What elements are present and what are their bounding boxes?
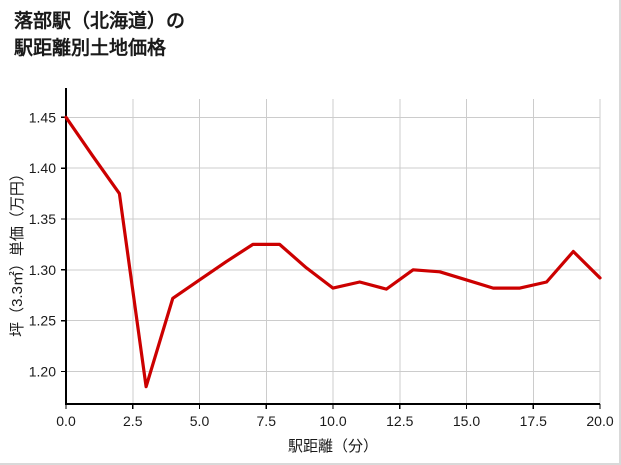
grid-lines (65, 99, 601, 404)
y-tick-label: 1.25 (29, 313, 56, 329)
x-tick-label: 15.0 (453, 413, 480, 429)
y-tick-label: 1.20 (29, 363, 56, 379)
x-tick-label: 2.5 (123, 413, 143, 429)
y-tick-label: 1.40 (29, 160, 56, 176)
x-tick-label: 10.0 (319, 413, 346, 429)
y-tick-label: 1.45 (29, 109, 56, 125)
page-title: 落部駅（北海道）の 駅距離別土地価格 (14, 11, 186, 59)
x-tick-label: 5.0 (190, 413, 210, 429)
y-tick-label: 1.30 (29, 262, 56, 278)
x-tick-label: 17.5 (520, 413, 547, 429)
y-tick-label: 1.35 (29, 211, 56, 227)
x-tick-label: 0.0 (56, 413, 76, 429)
x-tick-label: 20.0 (586, 413, 613, 429)
data-line-series (64, 115, 602, 389)
y-axis-tick-labels: 1.20 1.25 1.30 1.35 1.40 1.45 (29, 109, 56, 379)
x-tick-label: 12.5 (386, 413, 413, 429)
data-series-group (64, 115, 602, 389)
x-tick-label: 7.5 (257, 413, 277, 429)
x-axis-tick-labels: 0.0 2.5 5.0 7.5 10.0 12.5 15.0 17.5 20.0 (56, 413, 614, 429)
x-axis-title: 駅距離（分） (288, 438, 378, 455)
y-axis-title: 坪（3.3㎡）単価（万円） (9, 166, 26, 337)
